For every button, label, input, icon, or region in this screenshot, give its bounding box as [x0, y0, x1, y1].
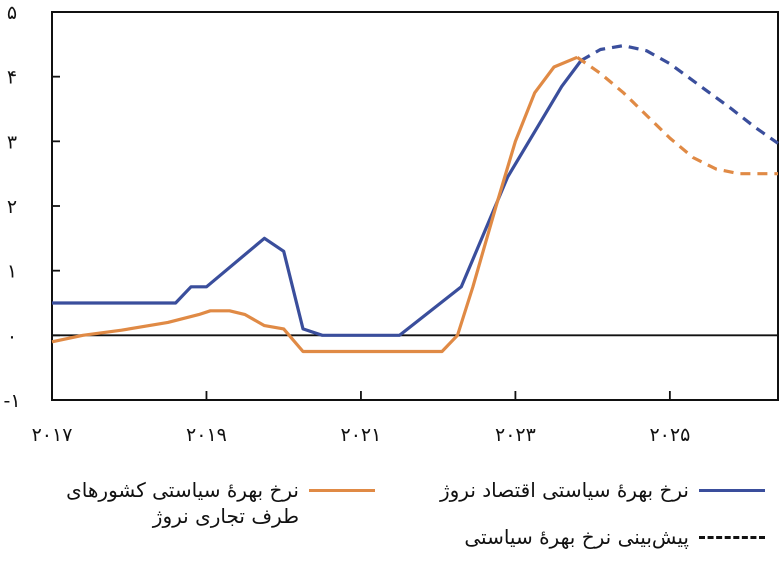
y-tick-label: ۴ — [7, 67, 17, 89]
x-tick-label: ۲۰۲۱ — [341, 424, 382, 446]
legend-item-norway: نرخ بهرهٔ سیاستی اقتصاد نروژ — [440, 477, 775, 503]
x-tick-label: ۲۰۱۹ — [186, 424, 227, 446]
series-lines — [51, 43, 779, 354]
y-tick-label: -۱ — [3, 390, 20, 412]
series-line-4 — [576, 55, 778, 176]
legend-swatch-trading-partners — [309, 489, 375, 492]
y-tick-label: ۰ — [7, 325, 17, 347]
x-tick-label: ۲۰۲۳ — [495, 424, 536, 446]
legend-item-trading-partners: نرخ بهرهٔ سیاستی کشورهای طرف تجاری نروژ — [66, 477, 385, 529]
series-line-2 — [51, 55, 578, 354]
plot-frame — [51, 11, 779, 401]
y-tick-label: ۳ — [7, 131, 17, 153]
legend-item-forecast: پیش‌بینی نرخ بهرهٔ سیاستی — [464, 524, 775, 550]
y-tick-label: ۵ — [7, 2, 17, 24]
legend-label-norway: نرخ بهرهٔ سیاستی اقتصاد نروژ — [439, 478, 689, 502]
x-tick-label: ۲۰۲۵ — [649, 424, 690, 446]
x-tick-label: ۲۰۱۷ — [32, 424, 73, 446]
legend-label-trading-partners-line2: طرف تجاری نروژ — [152, 504, 299, 528]
legend-swatch-forecast — [699, 535, 765, 539]
y-tick-label: ۱ — [7, 261, 17, 283]
y-axis-ticks: -۱ ۰ ۱ ۲ ۳ ۴ ۵ — [3, 2, 60, 412]
line-chart: -۱ ۰ ۱ ۲ ۳ ۴ ۵ ۲۰۱۷ ۲۰۱۹ ۲۰۲۱ ۲۰۲۳ ۲۰۲۵ — [3, 2, 779, 446]
series-line-1 — [52, 59, 583, 337]
y-tick-label: ۲ — [7, 196, 17, 218]
legend-label-trading-partners-line1: نرخ بهرهٔ سیاستی کشورهای — [66, 478, 299, 502]
legend-label-trading-partners: نرخ بهرهٔ سیاستی کشورهای طرف تجاری نروژ — [66, 477, 299, 529]
legend-swatch-norway — [699, 488, 765, 492]
x-axis-ticks: ۲۰۱۷ ۲۰۱۹ ۲۰۲۱ ۲۰۲۳ ۲۰۲۵ — [32, 391, 690, 446]
series-line-3 — [580, 43, 779, 145]
legend-label-forecast: پیش‌بینی نرخ بهرهٔ سیاستی — [464, 525, 689, 549]
